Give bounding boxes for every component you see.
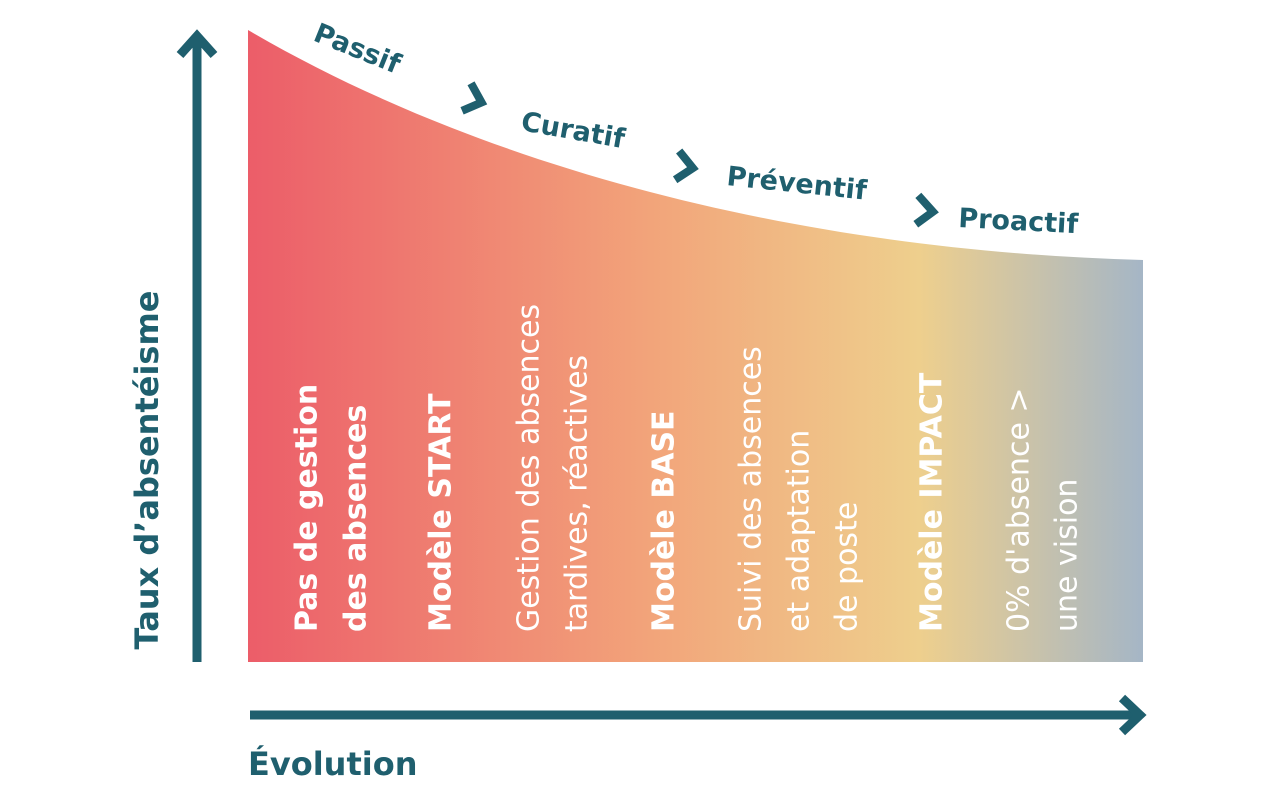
- chevron: [672, 148, 699, 184]
- column-text: Modèle BASE: [647, 410, 682, 632]
- x-axis-label: Évolution: [248, 745, 417, 783]
- column-text: Gestion des absences: [512, 304, 547, 632]
- axes: [176, 29, 1147, 736]
- column-text: 0% d'absence >: [1002, 387, 1037, 632]
- chevrons: [460, 81, 939, 228]
- stage-label: Curatif: [519, 106, 628, 155]
- chevron: [460, 81, 488, 115]
- x-arrow: [1118, 694, 1147, 736]
- column-text: de poste: [830, 502, 865, 632]
- column-text: et adaptation: [782, 430, 817, 632]
- chevron: [913, 192, 939, 228]
- absenteeism-area: [248, 30, 1143, 662]
- stage-label: Passif: [309, 18, 405, 81]
- column-text: des absences: [339, 405, 374, 632]
- stage-label: Proactif: [958, 203, 1079, 240]
- column-text: tardives, réactives: [560, 355, 595, 632]
- column-text: Modèle START: [424, 393, 459, 632]
- column-text: Pas de gestion: [290, 384, 325, 632]
- column-text: une vision: [1050, 479, 1085, 632]
- column-text: Suivi des absences: [734, 346, 769, 632]
- y-axis-label: Taux d’absentéisme: [128, 290, 166, 649]
- column-text: Modèle IMPACT: [915, 372, 950, 632]
- y-arrow: [176, 29, 218, 59]
- stage-label: Préventif: [725, 161, 868, 207]
